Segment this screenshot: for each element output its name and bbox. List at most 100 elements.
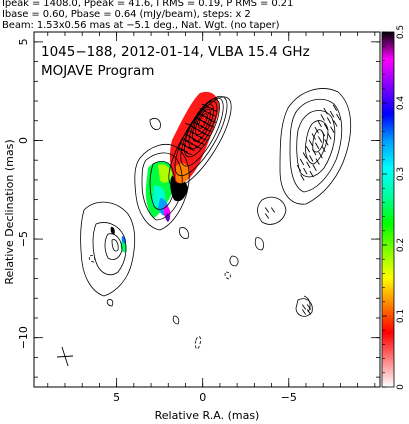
polarization-vector bbox=[209, 119, 217, 124]
polarization-vector bbox=[189, 125, 197, 129]
x-axis-label: Relative R.A. (mas) bbox=[155, 409, 260, 422]
polarization-vector bbox=[200, 126, 208, 130]
y-tick-label: 5 bbox=[17, 38, 30, 45]
polarization-vector bbox=[197, 141, 205, 145]
polarization-vector bbox=[201, 103, 209, 107]
jet-contour bbox=[149, 160, 176, 210]
polarization-vector bbox=[317, 120, 322, 128]
polarization-vector bbox=[320, 114, 325, 121]
polarization-vector bbox=[323, 123, 329, 131]
polarization-vector bbox=[309, 155, 314, 162]
polarization-vector bbox=[315, 142, 320, 150]
polarization-vector bbox=[309, 170, 314, 178]
polarization-vector bbox=[191, 132, 199, 136]
polarization-vector bbox=[333, 120, 338, 127]
lobe-contour bbox=[296, 110, 336, 178]
header-line-2: Ibase = 0.60, Pbase = 0.64 (mJy/beam), s… bbox=[2, 9, 251, 20]
faint-contour bbox=[303, 295, 311, 313]
polarization-vector bbox=[320, 129, 326, 137]
jet-contour bbox=[141, 152, 183, 221]
header-line-1: Ipeak = 1408.0, Ppeak = 41.6, I RMS = 0.… bbox=[2, 0, 294, 9]
outer-jet-contour bbox=[104, 233, 123, 260]
polarization-vector bbox=[314, 126, 319, 134]
polarization-vector bbox=[315, 158, 320, 165]
polarization-vector bbox=[179, 142, 187, 146]
polarization-vector bbox=[198, 119, 206, 123]
lobe-contour bbox=[257, 196, 287, 225]
y-tick-label: −5 bbox=[17, 231, 30, 247]
header-line-3: Beam: 1.53x0.56 mas at −5.1 deg., Nat. W… bbox=[2, 20, 280, 31]
x-tick-label: −5 bbox=[281, 391, 297, 404]
polarization-vector bbox=[188, 136, 196, 140]
polarization-vector bbox=[198, 130, 205, 134]
polarization-vector bbox=[207, 124, 215, 128]
plot-subtitle: MOJAVE Program bbox=[41, 63, 154, 79]
polarization-vector bbox=[206, 106, 214, 110]
outer-jet-contour bbox=[92, 222, 127, 276]
polarization-vector bbox=[201, 114, 209, 119]
jet-contour bbox=[134, 144, 190, 231]
polarization-vector bbox=[176, 147, 184, 151]
pol-blob-orange bbox=[176, 163, 190, 184]
colorbar-tick-label: 0 bbox=[396, 384, 406, 390]
polarization-vector bbox=[300, 174, 305, 181]
plot-frame bbox=[33, 31, 381, 388]
core-contour bbox=[192, 104, 214, 142]
x-tick-label: 5 bbox=[113, 391, 120, 404]
polarization-vector bbox=[203, 121, 210, 125]
polarization-vector bbox=[204, 128, 212, 132]
polarization-vector bbox=[332, 104, 338, 112]
core-contour bbox=[184, 98, 220, 158]
polarization-vector bbox=[202, 132, 210, 137]
polarization-vector bbox=[203, 110, 211, 114]
polarization-vector bbox=[327, 132, 332, 140]
faint-contour bbox=[295, 298, 313, 317]
polarization-vector bbox=[301, 309, 307, 315]
polarization-vector bbox=[336, 113, 341, 121]
outer-jet-contour bbox=[111, 239, 119, 252]
polarization-vector bbox=[318, 151, 323, 159]
polarization-vector bbox=[188, 147, 195, 151]
faint-contour bbox=[254, 237, 264, 251]
core-contour bbox=[188, 100, 218, 150]
lobe-contour bbox=[279, 88, 351, 205]
polarization-vector bbox=[264, 207, 270, 213]
polarization-vector bbox=[199, 137, 207, 141]
polarization-vector bbox=[301, 304, 307, 310]
colorbar-tick-label: 0.3 bbox=[396, 167, 406, 181]
polarization-vector bbox=[264, 213, 270, 219]
colorbar-tick-label: 0.4 bbox=[396, 96, 406, 111]
polarization-vector bbox=[317, 136, 323, 143]
polarization-vector bbox=[186, 140, 194, 145]
polarization-vector bbox=[185, 152, 193, 156]
polarization-vector bbox=[208, 113, 215, 117]
faint-contour bbox=[229, 255, 239, 267]
polarization-vector bbox=[181, 138, 189, 142]
polarization-vector bbox=[193, 139, 200, 143]
polarization-vector bbox=[324, 139, 329, 146]
polarization-vector bbox=[191, 121, 199, 125]
intensity-contours bbox=[80, 88, 351, 350]
polarization-vector bbox=[306, 304, 312, 310]
polarization-vector bbox=[181, 149, 189, 153]
polarization-vector bbox=[326, 117, 332, 124]
faint-contour bbox=[149, 118, 161, 130]
polarization-vector bbox=[323, 107, 328, 115]
polarization-vector bbox=[302, 152, 308, 159]
negative-contour bbox=[195, 336, 201, 350]
outer-jet-contour bbox=[80, 201, 136, 297]
colorbar-tick-label: 0.5 bbox=[396, 25, 406, 39]
polarization-vector bbox=[329, 110, 335, 118]
polarization-vector bbox=[194, 145, 202, 150]
polarization-vector bbox=[185, 122, 192, 127]
polarization-vector bbox=[195, 134, 203, 138]
polarization-vector bbox=[210, 108, 218, 112]
colorbar-ticks: 0 0.1 0.2 0.3 0.4 0.5 bbox=[382, 25, 406, 390]
polarization-vector bbox=[196, 112, 204, 116]
polarization-vector bbox=[183, 145, 191, 149]
polarization-vector bbox=[184, 134, 192, 138]
axis-tick-labels: 5 0 −5 5 0 −5 −10 bbox=[17, 38, 297, 404]
polarization-vector bbox=[186, 129, 194, 133]
polarization-vector bbox=[196, 123, 204, 127]
polarization-vector bbox=[199, 108, 207, 112]
